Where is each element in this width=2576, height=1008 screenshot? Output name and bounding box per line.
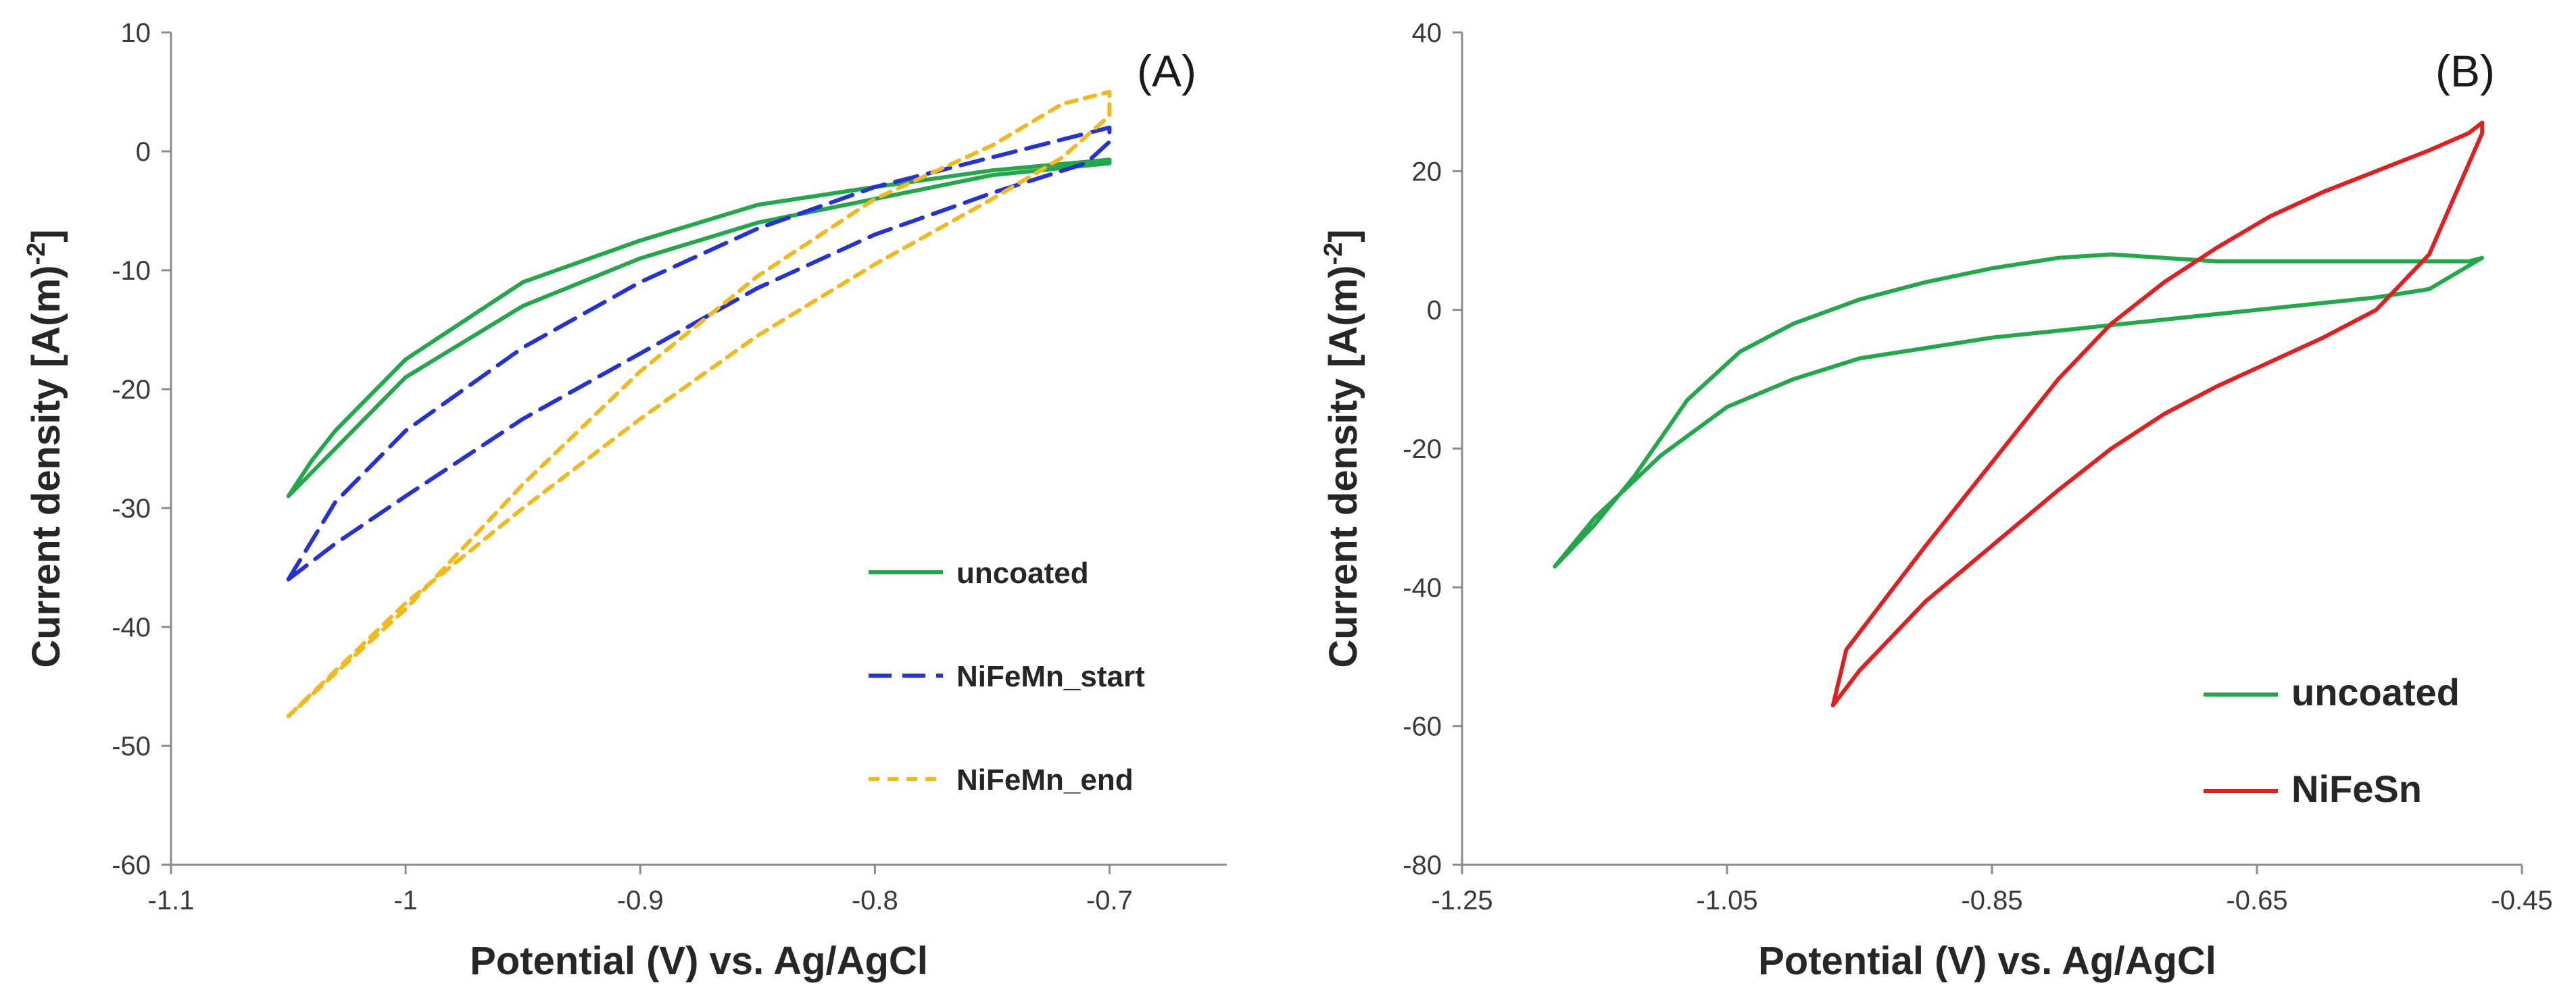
panel-b-x-tick-label: -0.65 bbox=[2226, 886, 2287, 915]
panel-a-series-uncoated bbox=[286, 157, 1112, 499]
panel-a-chart: -1.1 -1 -0.9 -0.8 -0.7-60-50-40-30-20-10010 … bbox=[22, 18, 1227, 983]
panel-b-y-axis-title-close: ] bbox=[1321, 229, 1365, 242]
panel-a-series-nifemn-end bbox=[286, 90, 1112, 718]
panel-a-y-axis-title-close: ] bbox=[24, 229, 68, 242]
panel-b-y-axis-title: Current density [A(m)-2] bbox=[1319, 229, 1365, 667]
panel-b-y-tick-label: 0 bbox=[1427, 296, 1442, 326]
panel-a-y-tick-label: -10 bbox=[112, 256, 151, 286]
panel-b-y-tick-label: -20 bbox=[1403, 434, 1442, 464]
panel-b-x-tick-label: -0.85 bbox=[1961, 886, 2022, 915]
panel-b-legend-label-nifesn: NiFeSn bbox=[2291, 767, 2422, 810]
panel-a-y-tick-label: -40 bbox=[112, 613, 151, 642]
panel-a-x-axis-title: Potential (V) vs. Ag/AgCl bbox=[470, 939, 928, 983]
panel-b-x-tick-label: -0.45 bbox=[2491, 886, 2552, 915]
panel-b-label: (B) bbox=[2435, 46, 2495, 96]
panel-b-x-tick-label: -1.25 bbox=[1431, 886, 1492, 915]
panel-b-y-tick-label: 20 bbox=[1412, 157, 1442, 186]
panel-a-y-tick-label: -50 bbox=[112, 732, 151, 761]
panel-b-x-axis-title: Potential (V) vs. Ag/AgCl bbox=[1758, 939, 2216, 983]
panel-a-x-tick-label: -0.8 bbox=[852, 886, 898, 915]
panel-a-x-tick-label: -0.7 bbox=[1086, 886, 1133, 915]
panel-a-x-tick-label: -1.1 bbox=[148, 886, 195, 915]
panel-b-ticks: -1.25 -1.05 -0.85 -0.65 -0.45 -80 -60 -40 -20 0 20… bbox=[1403, 18, 2552, 915]
panel-b-y-axis-title-sup: -2 bbox=[1319, 243, 1348, 266]
panel-b-series bbox=[1553, 120, 2485, 707]
panel-a-ticks: -1.1 -1 -0.9 -0.8 -0.7 -60 -50 -40 -30 -20 -10 0 10 bbox=[112, 18, 1133, 915]
panel-a-y-axis-title-sup: -2 bbox=[22, 243, 51, 266]
panel-b-chart: -1.25 -1.05 -0.85 -0.65 -0.45 -80 -60 -40 -20 0 20… bbox=[1319, 18, 2553, 983]
panel-a-legend: uncoated NiFeMn_start NiFeMn_end bbox=[869, 557, 1145, 797]
panel-a-x-tick-label: -1 bbox=[393, 886, 418, 915]
panel-a-label: (A) bbox=[1137, 46, 1196, 96]
panel-b-legend: uncoated NiFeSn bbox=[2204, 671, 2460, 810]
panel-b-series-nifesn bbox=[1830, 120, 2485, 707]
panel-b-y-tick-label: -60 bbox=[1403, 712, 1442, 742]
panel-a-y-axis-title: Current density [A(m)-2] bbox=[22, 229, 68, 667]
panel-b-y-tick-label: -40 bbox=[1403, 573, 1442, 603]
panel-a-legend-label-nifemn-start: NiFeMn_start bbox=[956, 660, 1145, 693]
panel-a-y-tick-label: -30 bbox=[112, 494, 151, 524]
panel-a-legend-label-nifemn-end: NiFeMn_end bbox=[956, 763, 1134, 797]
panel-a-y-tick-label: -60 bbox=[112, 851, 151, 880]
panel-a-y-axis-title-main: Current density [A(m) bbox=[24, 265, 68, 667]
panel-b-series-uncoated bbox=[1553, 252, 2485, 569]
panel-a-y-tick-label: -20 bbox=[112, 375, 151, 405]
panel-b-y-tick-label: 40 bbox=[1412, 18, 1442, 48]
panel-a-series bbox=[286, 90, 1112, 718]
panel-a-legend-label-uncoated: uncoated bbox=[956, 557, 1089, 590]
panel-a-y-tick-label: 0 bbox=[136, 137, 151, 167]
panel-a-x-tick-label: -0.9 bbox=[617, 886, 664, 915]
panel-a-series-nifemn-start bbox=[286, 125, 1112, 582]
panel-b-x-tick-label: -1.05 bbox=[1696, 886, 1757, 915]
panel-b-y-axis-title-main: Current density [A(m) bbox=[1321, 265, 1365, 667]
panel-b-legend-label-uncoated: uncoated bbox=[2291, 671, 2460, 713]
panel-b-y-tick-label: -80 bbox=[1403, 851, 1442, 880]
panel-a-y-tick-label: 10 bbox=[121, 18, 151, 48]
